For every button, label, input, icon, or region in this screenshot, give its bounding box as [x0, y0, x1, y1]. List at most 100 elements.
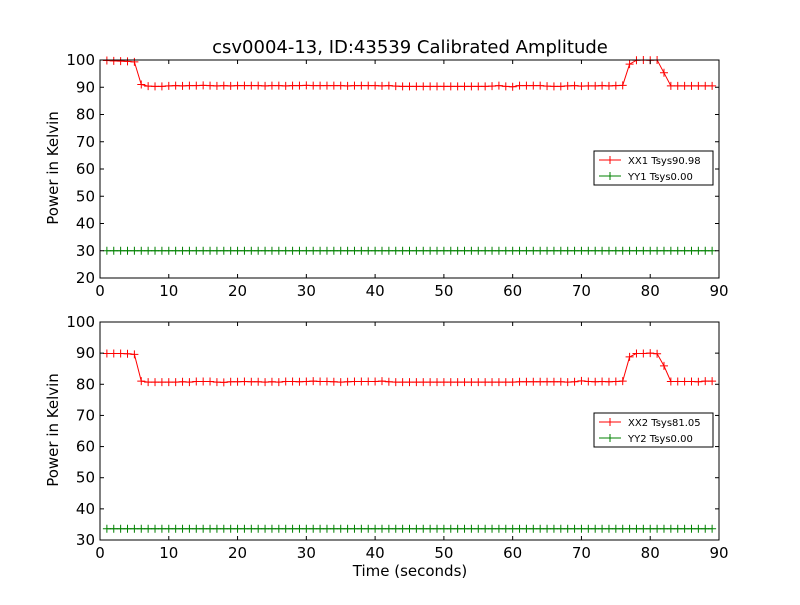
- data-point: [618, 246, 627, 255]
- data-point: [584, 524, 593, 533]
- data-point: [398, 82, 407, 91]
- data-point: [474, 246, 483, 255]
- data-point: [206, 246, 215, 255]
- data-point: [364, 81, 373, 90]
- data-point: [185, 246, 194, 255]
- data-point: [261, 81, 270, 90]
- data-point: [254, 377, 263, 386]
- data-point: [350, 81, 359, 90]
- data-point: [412, 246, 421, 255]
- x-tick-label: 20: [228, 282, 247, 300]
- data-point: [701, 377, 710, 386]
- data-point: [419, 82, 428, 91]
- data-point: [673, 246, 682, 255]
- data-point: [536, 377, 545, 386]
- data-point: [364, 524, 373, 533]
- data-point: [598, 524, 607, 533]
- data-point: [288, 377, 297, 386]
- data-point: [591, 246, 600, 255]
- data-point: [508, 82, 517, 91]
- data-point: [364, 246, 373, 255]
- data-point: [240, 246, 249, 255]
- data-point: [453, 82, 462, 91]
- data-point: [556, 377, 565, 386]
- data-point: [543, 246, 552, 255]
- data-point: [653, 349, 662, 358]
- data-point: [570, 246, 579, 255]
- data-point: [343, 524, 352, 533]
- data-point: [199, 246, 208, 255]
- data-point: [274, 246, 283, 255]
- data-point: [591, 524, 600, 533]
- data-point: [494, 81, 503, 90]
- data-point: [336, 524, 345, 533]
- data-point: [412, 378, 421, 387]
- data-point: [563, 81, 572, 90]
- data-point: [309, 246, 318, 255]
- y-tick-label: 40: [76, 215, 95, 233]
- data-point: [549, 524, 558, 533]
- data-point: [488, 246, 497, 255]
- data-point: [281, 377, 290, 386]
- data-point: [212, 524, 221, 533]
- data-point: [164, 524, 173, 533]
- x-tick-label: 0: [95, 282, 105, 300]
- data-point: [439, 524, 448, 533]
- data-point: [302, 377, 311, 386]
- data-point: [178, 246, 187, 255]
- data-point: [591, 81, 600, 90]
- y-tick-label: 100: [66, 313, 95, 331]
- data-point: [618, 524, 627, 533]
- data-point: [384, 524, 393, 533]
- data-point: [632, 524, 641, 533]
- data-point: [274, 524, 283, 533]
- legend-marker: [606, 156, 614, 164]
- data-point: [446, 82, 455, 91]
- data-point: [295, 246, 304, 255]
- data-point: [316, 377, 325, 386]
- data-point: [604, 246, 613, 255]
- x-tick-label: 90: [709, 544, 728, 562]
- data-point: [536, 524, 545, 533]
- data-point: [405, 82, 414, 91]
- data-point: [522, 377, 531, 386]
- data-point: [295, 81, 304, 90]
- legend-box: [593, 412, 714, 448]
- data-point: [680, 524, 689, 533]
- y-tick-label: 70: [76, 406, 95, 424]
- data-point: [708, 246, 717, 255]
- data-point: [377, 81, 386, 90]
- data-point: [219, 81, 228, 90]
- data-point: [274, 81, 283, 90]
- data-point: [549, 82, 558, 91]
- data-point: [653, 246, 662, 255]
- x-tick-label: 50: [434, 544, 453, 562]
- data-point: [460, 246, 469, 255]
- data-point: [329, 524, 338, 533]
- data-point: [185, 524, 194, 533]
- data-point: [254, 246, 263, 255]
- data-point: [549, 377, 558, 386]
- data-point: [233, 246, 242, 255]
- data-point: [632, 349, 641, 358]
- data-point: [109, 349, 118, 358]
- data-point: [322, 246, 331, 255]
- data-point: [281, 81, 290, 90]
- data-point: [261, 378, 270, 387]
- y-tick-label: 30: [76, 242, 95, 260]
- data-point: [632, 246, 641, 255]
- data-point: [164, 246, 173, 255]
- data-point: [247, 524, 256, 533]
- data-point: [157, 378, 166, 387]
- data-point: [405, 524, 414, 533]
- data-point: [625, 524, 634, 533]
- data-point: [446, 524, 455, 533]
- data-point: [694, 246, 703, 255]
- y-tick-label: 50: [76, 187, 95, 205]
- data-point: [501, 378, 510, 387]
- data-point: [405, 246, 414, 255]
- data-point: [377, 246, 386, 255]
- data-point: [522, 81, 531, 90]
- data-point: [488, 82, 497, 91]
